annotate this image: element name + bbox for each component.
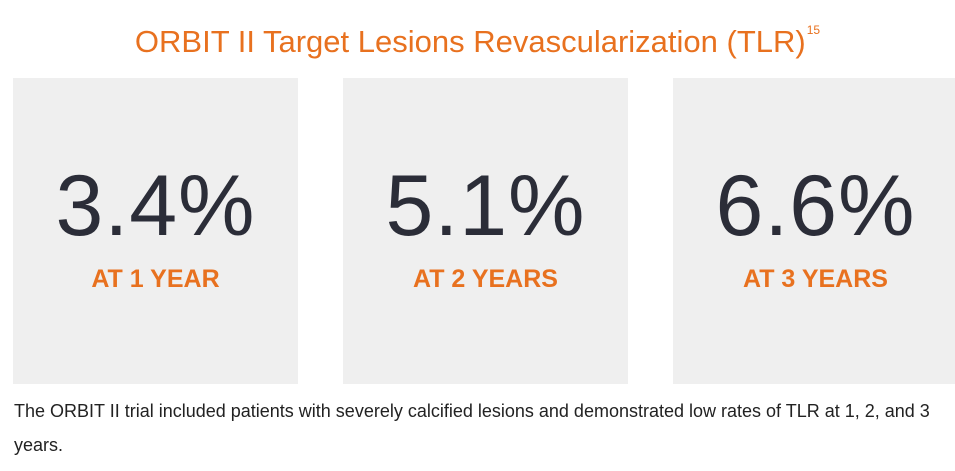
stat-value: 3.4% [55,158,256,254]
stat-label: AT 3 YEARS [743,265,888,293]
stat-value: 6.6% [715,158,916,254]
title-footnote-reference: 15 [806,23,821,37]
stat-label: AT 2 YEARS [413,265,558,293]
page-title-text: ORBIT II Target Lesions Revascularizatio… [134,24,806,59]
summary-caption: The ORBIT II trial included patients wit… [14,401,930,455]
stat-value: 5.1% [385,158,586,254]
page-title: ORBIT II Target Lesions Revascularizatio… [0,22,955,62]
stat-card-2-years: 5.1% AT 2 YEARS [343,78,628,384]
stat-label: AT 1 YEAR [91,265,220,293]
stat-card-1-year: 3.4% AT 1 YEAR [13,78,298,384]
stat-card-3-years: 6.6% AT 3 YEARS [673,78,955,384]
